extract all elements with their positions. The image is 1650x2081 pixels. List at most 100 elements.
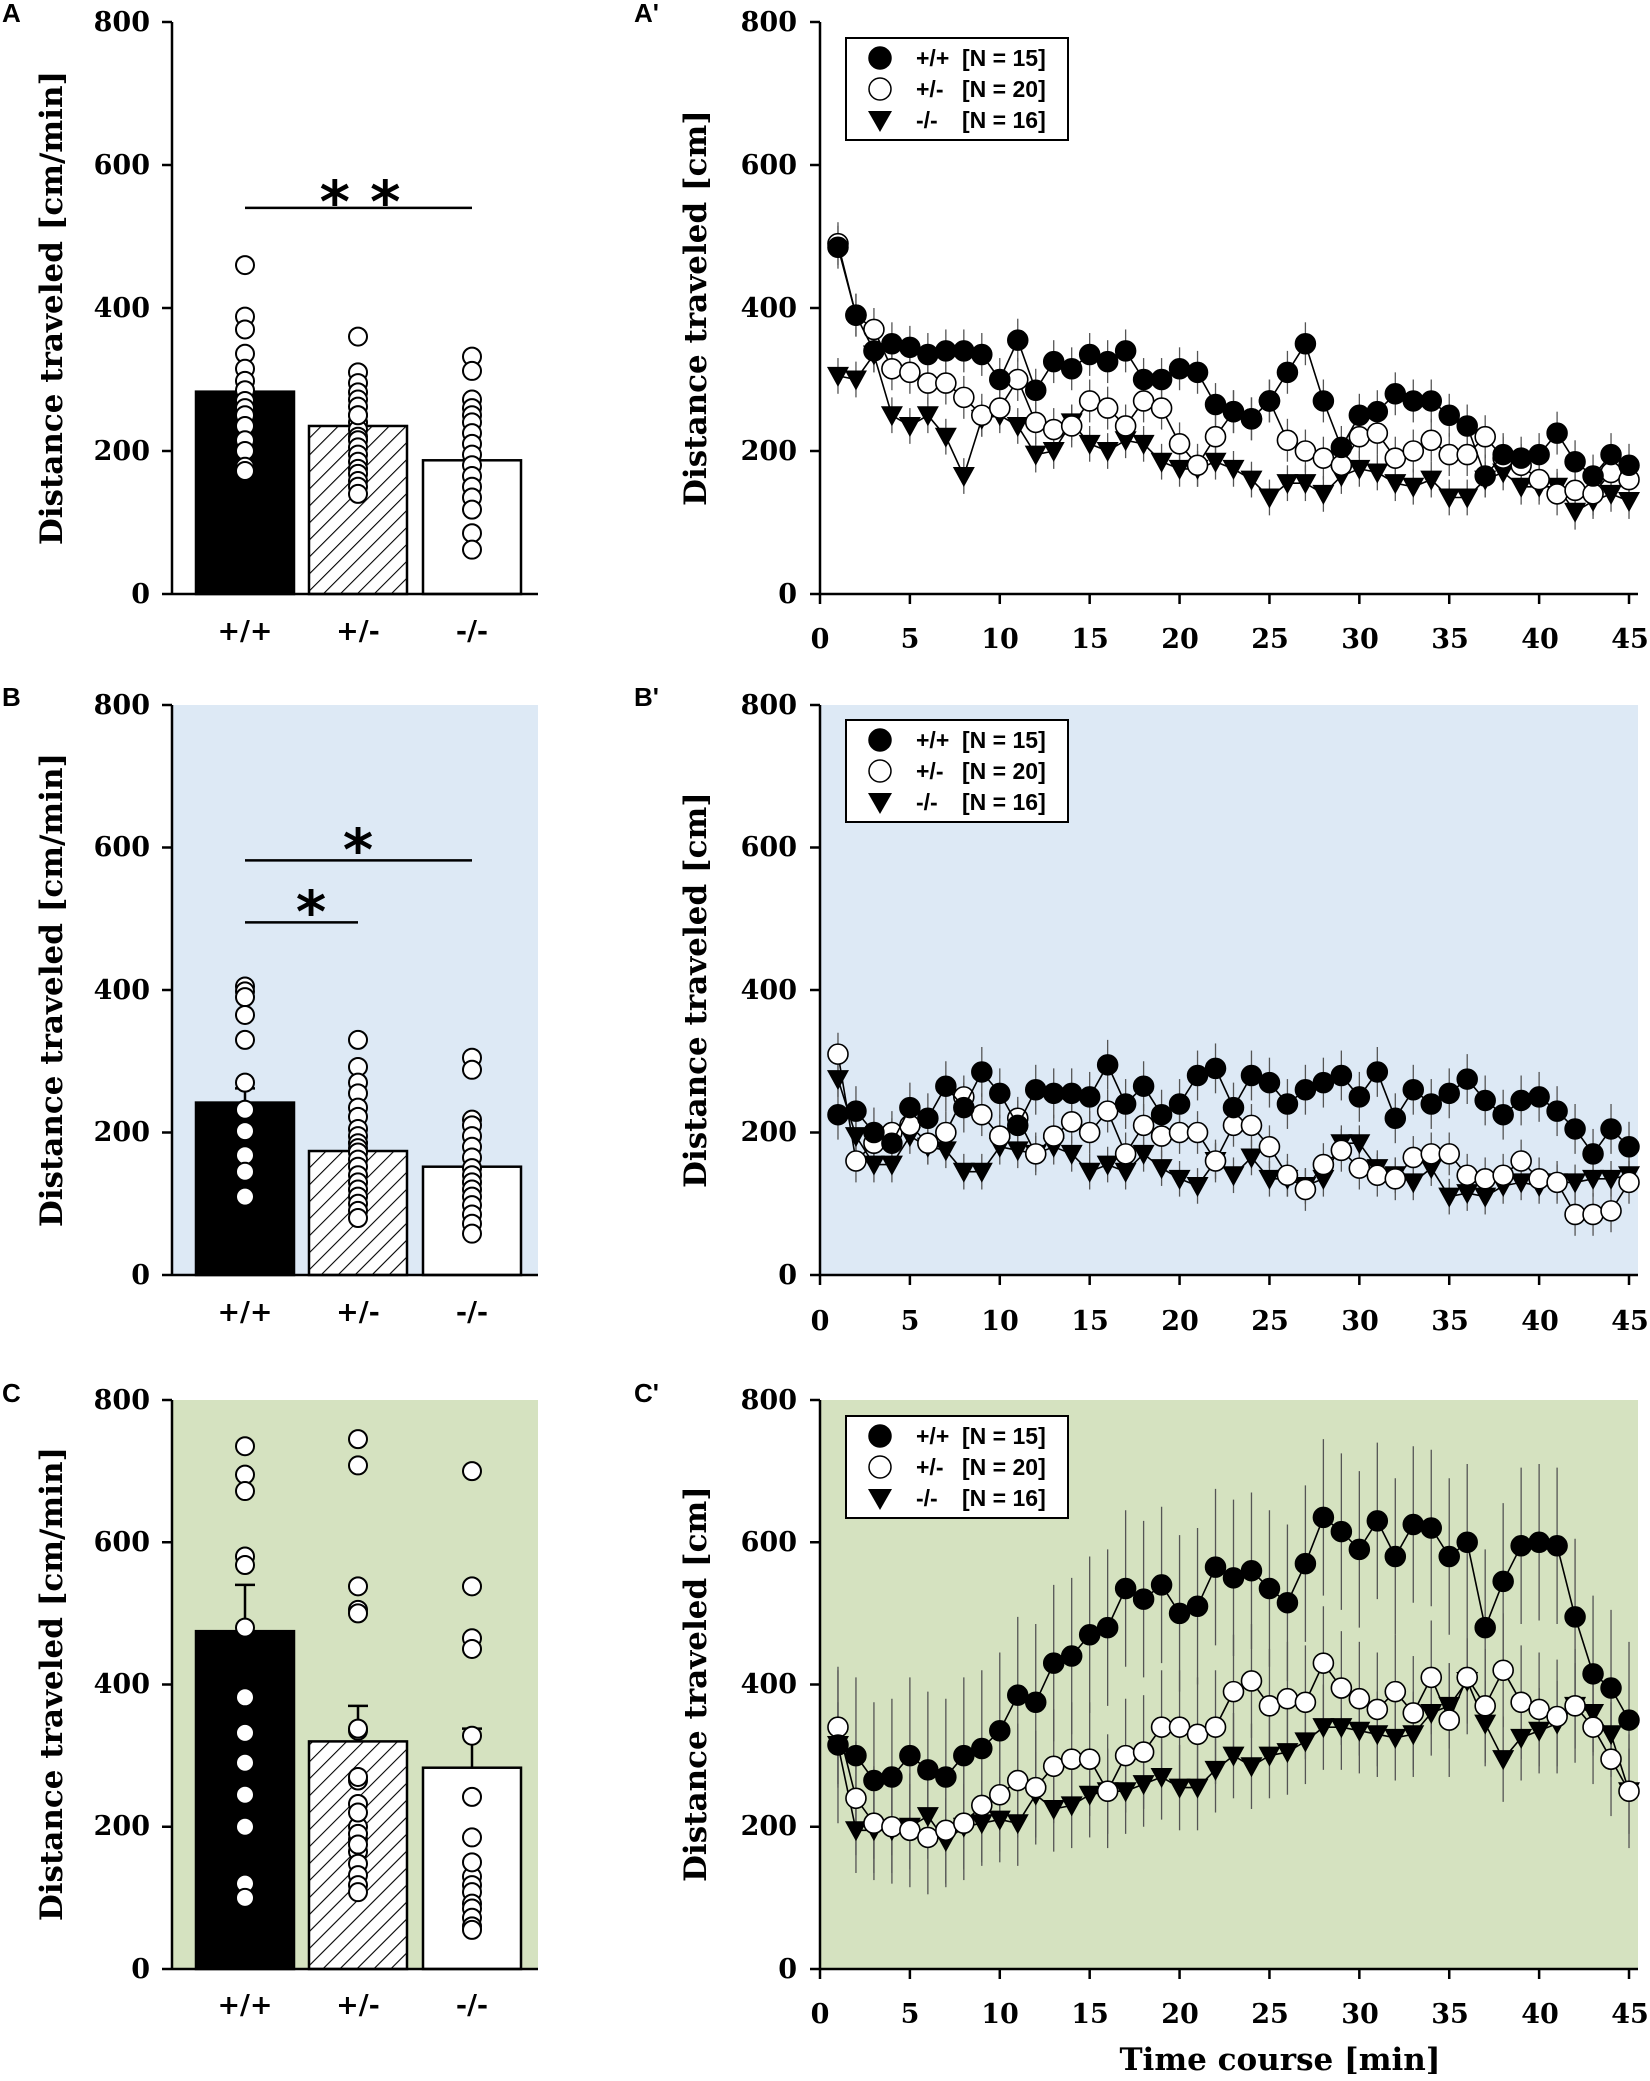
y-tick-label: 200: [741, 436, 797, 467]
data-point-filled: [1024, 1079, 1047, 1101]
data-point-open: [1474, 1168, 1496, 1190]
data-point-open: [1186, 1121, 1209, 1144]
data-point-filled: [845, 304, 867, 326]
x-ticks: 0 5 10 15 20 25 30 35 40 45: [811, 1306, 1649, 1337]
data-point: [348, 1766, 368, 1787]
data-point-open: [1384, 1680, 1407, 1703]
data-point: [235, 1436, 255, 1457]
data-point-triangle: [1060, 1144, 1083, 1165]
data-point-filled: [1420, 1093, 1443, 1115]
data-point-open: [1204, 1150, 1227, 1172]
x-tick-label: 20: [1161, 624, 1199, 655]
y-tick-label: 800: [741, 1385, 797, 1416]
data-point-filled: [1438, 1082, 1460, 1105]
data-point-filled: [1546, 422, 1568, 444]
x-axis-label: Time course [min]: [1119, 2042, 1440, 2078]
y-tick-label: 800: [94, 690, 150, 721]
data-point-filled: [845, 1100, 867, 1122]
data-point-triangle: [1114, 1782, 1137, 1803]
data-point-open: [1294, 1178, 1317, 1201]
data-point-open: [1546, 1171, 1568, 1194]
data-point-triangle: [880, 406, 903, 427]
data-point: [348, 1576, 368, 1597]
data-point-triangle: [1402, 477, 1425, 498]
data-point-triangle: [1510, 477, 1533, 498]
data-point-filled: [827, 1734, 849, 1756]
data-point: [462, 539, 482, 560]
y-axis-label: Distance traveled [cm/min]: [34, 1447, 70, 1921]
data-point-filled: [1096, 1054, 1119, 1076]
data-point-open: [1006, 368, 1029, 391]
significance-label: * *: [320, 168, 401, 236]
data-point-filled: [1312, 390, 1335, 412]
data-point: [462, 360, 482, 381]
y-tick-label: 200: [94, 436, 150, 467]
data-point: [462, 1852, 482, 1873]
data-point-filled: [1150, 1103, 1173, 1126]
legend-n: [N = 20]: [962, 76, 1046, 102]
data-point: [462, 1638, 482, 1659]
data-point-open: [988, 1125, 1011, 1147]
data-point-filled: [1492, 443, 1514, 466]
data-point-triangle: [844, 370, 867, 391]
y-tick-label: 0: [778, 1954, 797, 1985]
data-point-triangle: [1420, 1703, 1443, 1724]
x-tick-label: +/-: [336, 1297, 380, 1328]
data-point: [462, 1827, 482, 1848]
x-tick-label: 15: [1071, 1999, 1109, 2030]
data-point: [462, 1461, 482, 1482]
data-point-filled: [881, 1766, 903, 1788]
data-point: [235, 1145, 255, 1166]
data-point-open: [1060, 1748, 1083, 1770]
data-point-filled: [1024, 379, 1047, 401]
data-point-triangle: [1474, 1714, 1497, 1735]
data-point-filled: [1168, 358, 1191, 380]
data-point: [462, 1576, 482, 1597]
data-point-open: [845, 1150, 867, 1172]
y-tick-label: 600: [741, 832, 797, 863]
data-point-triangle: [1348, 1134, 1371, 1155]
plot-area: [162, 1398, 538, 1971]
legend-marker-filled-triangle: [868, 1489, 892, 1510]
y-axis-label: Distance traveled [cm]: [678, 792, 714, 1188]
y-axis-label: Distance traveled [cm]: [678, 110, 714, 506]
data-point-filled: [1600, 1677, 1622, 1699]
significance-label: *: [343, 816, 373, 884]
data-point-triangle: [1222, 1746, 1245, 1767]
data-point-triangle: [1330, 1718, 1353, 1739]
data-point-open: [1060, 1111, 1083, 1133]
legend: +/+ [N = 15] +/- [N = 20] -/- [N = 16]: [845, 37, 1069, 141]
data-point-open: [1132, 390, 1155, 412]
data-point-open: [1150, 1716, 1173, 1738]
x-tick-label: 25: [1251, 1999, 1289, 2030]
data-point-triangle: [1366, 463, 1389, 484]
data-point-triangle: [1384, 1728, 1407, 1749]
data-point-filled: [1474, 465, 1496, 487]
data-point: [235, 319, 255, 340]
data-point-triangle: [1042, 1799, 1065, 1820]
data-point-filled: [1510, 1535, 1532, 1557]
significance-label: *: [296, 878, 326, 946]
data-point: [235, 255, 255, 276]
data-point-filled: [917, 1107, 939, 1129]
data-point-filled: [1438, 404, 1460, 426]
data-point-open: [1438, 1709, 1461, 1731]
data-point-filled: [1492, 1570, 1514, 1593]
x-tick-label: 10: [981, 1999, 1019, 2030]
data-point-triangle: [1258, 488, 1281, 509]
data-point: [235, 1464, 255, 1485]
data-point-open: [881, 1815, 903, 1838]
data-point-filled: [1330, 436, 1353, 459]
data-point-filled: [1114, 340, 1137, 362]
y-tick-label: 800: [741, 690, 797, 721]
data-point-filled: [1582, 1143, 1604, 1165]
data-point-filled: [971, 1737, 993, 1760]
data-point-filled: [1078, 343, 1101, 366]
data-point-triangle: [1438, 1696, 1461, 1717]
data-point-open: [827, 1043, 849, 1065]
data-point-triangle: [988, 1810, 1011, 1831]
data-point-open: [1240, 1114, 1263, 1137]
data-point-triangle: [1420, 470, 1443, 491]
legend-n: [N = 20]: [962, 1454, 1046, 1480]
data-point-triangle: [1240, 1148, 1263, 1169]
